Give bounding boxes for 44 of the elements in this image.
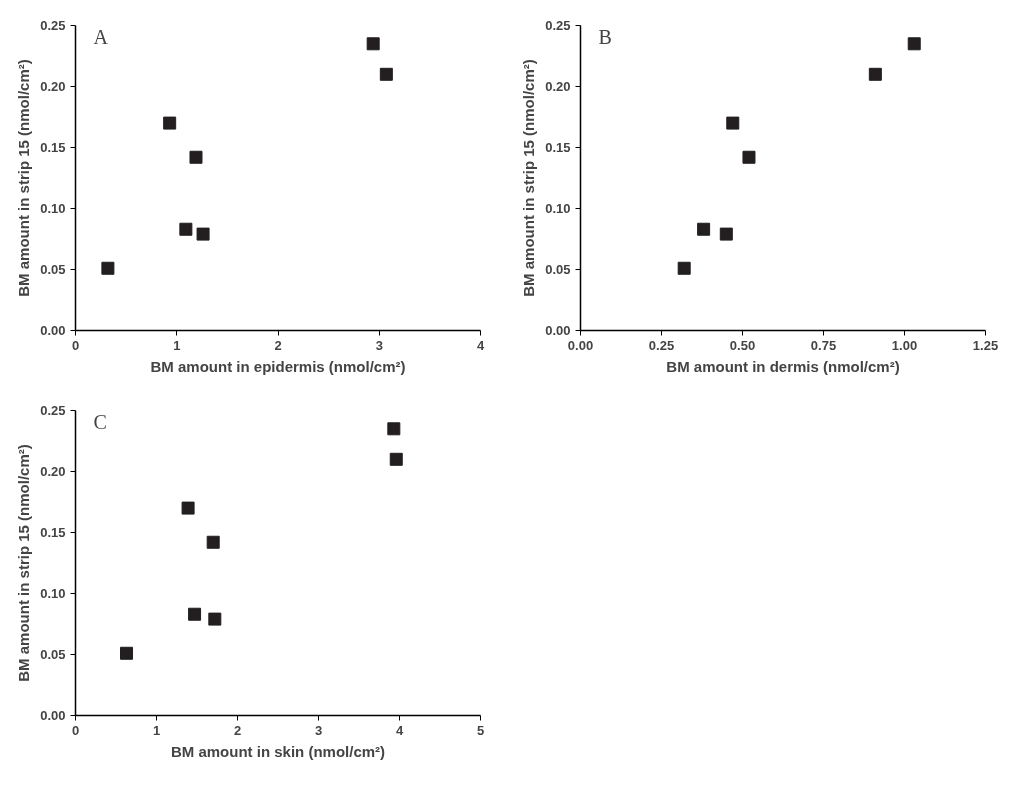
- y-tick-label: 0.10: [40, 586, 66, 601]
- x-tick-label: 0: [71, 722, 80, 738]
- x-axis-title: BM amount in epidermis (nmol/cm²): [150, 357, 406, 375]
- x-tick-label: 4: [476, 337, 485, 353]
- annotation: A: [93, 25, 109, 48]
- y-tick-label: 0.25: [545, 18, 571, 33]
- y-tick-label: 0.20: [40, 79, 66, 94]
- x-tick-label: 0: [71, 337, 80, 353]
- x-tick-label: 1.25: [972, 337, 999, 353]
- x-tick-label: 1: [152, 722, 161, 738]
- y-tick-label: 0.15: [40, 525, 66, 540]
- annotation: B: [598, 25, 612, 48]
- y-tick-label: 0.00: [545, 323, 571, 338]
- y-tick-label: 0.15: [545, 140, 571, 155]
- y-tick-label: 0.25: [40, 18, 66, 33]
- y-tick-label: 0.10: [40, 201, 66, 216]
- y-axis-title: BM amount in strip 15 (nmol/cm²): [520, 59, 538, 297]
- x-tick-label: 2: [233, 722, 242, 738]
- y-tick-label: 0.20: [40, 464, 66, 479]
- x-tick-label: 0.00: [567, 337, 594, 353]
- y-tick-label: 0.00: [40, 708, 66, 723]
- y-tick-label: 0.05: [545, 262, 571, 277]
- x-tick-label: 0.75: [810, 337, 837, 353]
- x-tick-label: 3: [375, 337, 383, 353]
- x-tick-label: 1.00: [891, 337, 918, 353]
- y-axis-title: BM amount in strip 15 (nmol/cm²): [15, 444, 33, 682]
- y-axis-title: BM amount in strip 15 (nmol/cm²): [15, 59, 33, 297]
- y-tick-label: 0.05: [40, 262, 66, 277]
- x-tick-label: 0.50: [729, 337, 756, 353]
- y-tick-label: 0.25: [40, 403, 66, 418]
- x-tick-label: 0.25: [648, 337, 675, 353]
- x-tick-label: 1: [173, 337, 181, 353]
- x-tick-label: 3: [314, 722, 323, 738]
- y-tick-label: 0.20: [545, 79, 571, 94]
- x-axis-title: BM amount in skin (nmol/cm²): [170, 742, 386, 760]
- y-tick-label: 0.15: [40, 140, 66, 155]
- y-tick-label: 0.00: [40, 323, 66, 338]
- x-axis-title: BM amount in dermis (nmol/cm²): [666, 357, 900, 375]
- x-tick-label: 5: [476, 722, 485, 738]
- y-tick-label: 0.05: [40, 647, 66, 662]
- annotation: C: [93, 410, 107, 433]
- x-tick-label: 2: [274, 337, 282, 353]
- x-tick-label: 4: [395, 722, 404, 738]
- y-tick-label: 0.10: [545, 201, 571, 216]
